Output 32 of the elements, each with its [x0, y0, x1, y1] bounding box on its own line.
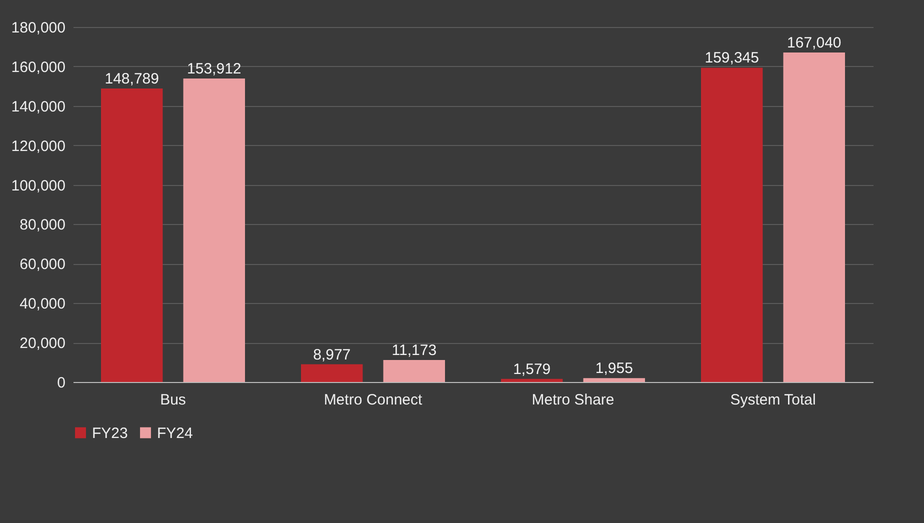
y-tick-label: 0: [57, 374, 66, 392]
bar: [783, 52, 845, 382]
text: 153,912: [187, 60, 242, 78]
bar: [701, 68, 763, 382]
y-tick-label: 100,000: [11, 177, 66, 194]
y-tick-label: 120,000: [11, 138, 66, 155]
x-tick-label: System Total: [730, 392, 816, 408]
bar: [301, 364, 363, 382]
bar: [501, 378, 563, 382]
y-tick-label: 80,000: [20, 216, 66, 234]
text: 11,173: [392, 342, 437, 359]
x-tick-label: Metro Connect: [324, 392, 424, 408]
bar: [183, 78, 245, 382]
text: 1,579: [513, 360, 551, 378]
y-tick-label: 40,000: [20, 296, 66, 313]
bar: [583, 378, 645, 382]
x-tick-label: Metro Share: [532, 392, 614, 408]
y-tick-label: 20,000: [20, 335, 66, 352]
y-tick-label: 140,000: [11, 98, 66, 116]
legend-label: FY24: [157, 424, 193, 442]
bar: [383, 360, 445, 382]
bar: [101, 88, 163, 382]
legend-label: FY23: [92, 424, 128, 442]
y-tick-label: 160,000: [11, 58, 66, 76]
text: 1,955: [595, 360, 633, 378]
text: 159,345: [704, 50, 759, 67]
text: 148,789: [104, 70, 159, 88]
text: 8,977: [313, 346, 351, 364]
text: 167,040: [787, 34, 842, 52]
x-tick-label: Bus: [160, 392, 186, 408]
y-tick-label: 60,000: [20, 256, 66, 274]
y-tick-label: 180,000: [11, 20, 66, 36]
